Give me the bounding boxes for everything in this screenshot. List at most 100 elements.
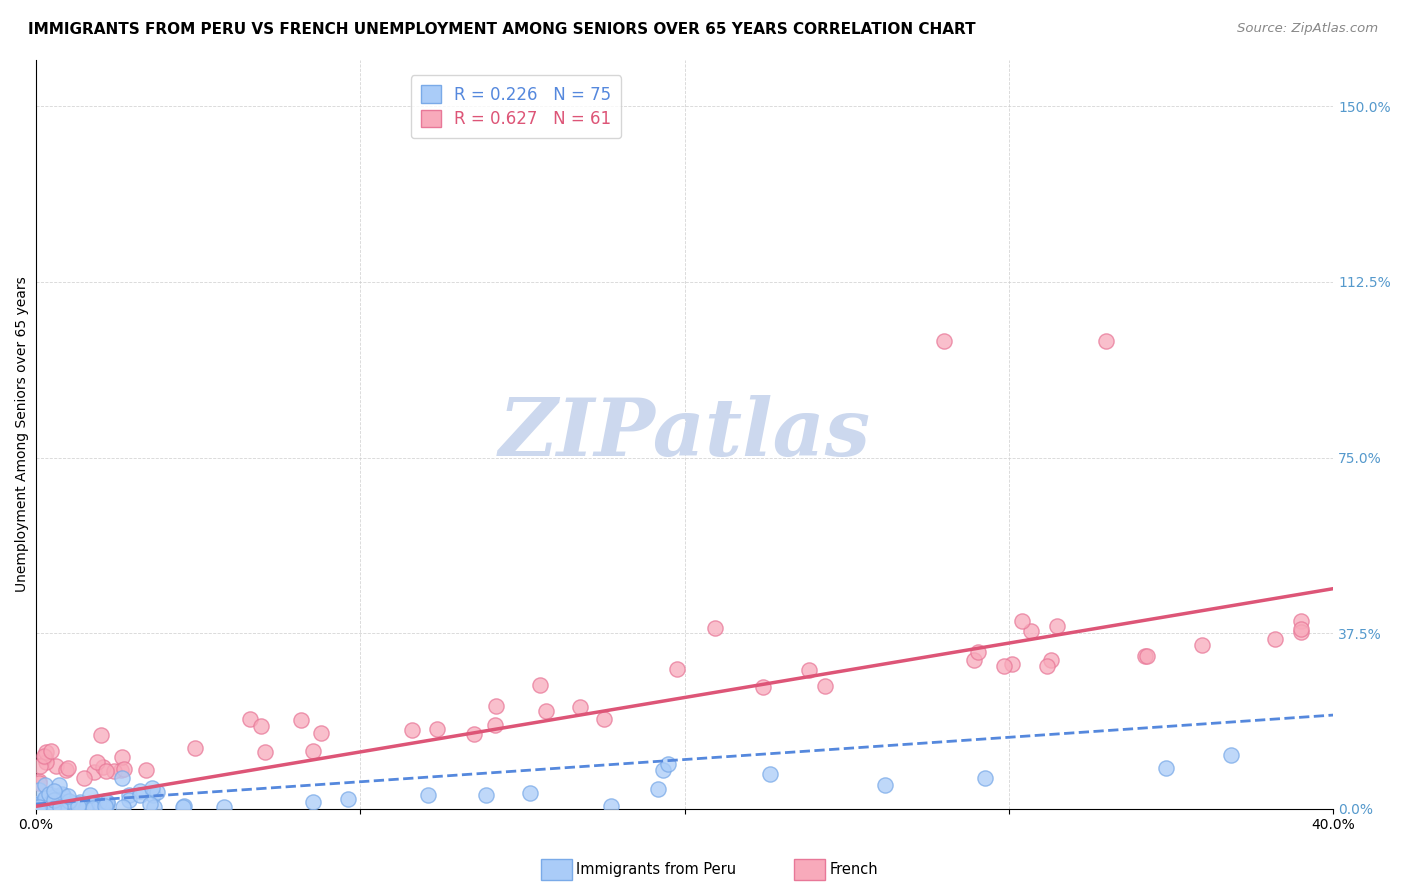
Point [73, 771, 96, 785]
Point [31, 801, 53, 815]
Point [519, 786, 541, 800]
Point [86, 755, 108, 769]
Point [35, 745, 58, 759]
Point [56, 761, 79, 775]
Point [1289, 624, 1312, 639]
Point [34, 750, 56, 764]
Point [963, 653, 986, 667]
Point [28, 796, 51, 810]
Point [1039, 653, 1062, 667]
Point [34, 790, 56, 805]
Point [568, 700, 591, 714]
Point [1133, 649, 1156, 664]
Point [337, 792, 360, 806]
Point [484, 718, 506, 732]
Point [146, 785, 169, 799]
Point [89, 797, 111, 811]
Point [28, 797, 51, 811]
Point [56, 789, 79, 803]
Text: French: French [830, 863, 879, 877]
Point [112, 763, 135, 777]
Point [39, 795, 62, 809]
Point [44, 789, 66, 803]
Point [39, 744, 62, 758]
Point [35, 756, 58, 770]
Point [254, 745, 277, 759]
Text: IMMIGRANTS FROM PERU VS FRENCH UNEMPLOYMENT AMONG SENIORS OVER 65 YEARS CORRELAT: IMMIGRANTS FROM PERU VS FRENCH UNEMPLOYM… [28, 22, 976, 37]
Point [752, 680, 775, 694]
Point [934, 334, 956, 348]
Point [1095, 334, 1118, 348]
Point [212, 800, 235, 814]
Point [66, 799, 89, 814]
Point [111, 749, 134, 764]
Point [290, 713, 312, 727]
Point [94, 795, 117, 809]
Point [35, 791, 58, 805]
Point [42, 792, 65, 806]
Point [69, 796, 91, 810]
Point [142, 799, 165, 814]
Point [173, 798, 195, 813]
Point [1001, 657, 1024, 672]
Point [1191, 639, 1213, 653]
Point [55, 763, 77, 777]
Point [42, 797, 65, 811]
Y-axis label: Unemployment Among Seniors over 65 years: Unemployment Among Seniors over 65 years [15, 277, 30, 592]
Point [799, 663, 821, 677]
Point [536, 704, 558, 718]
Point [111, 800, 134, 814]
Point [56, 800, 79, 814]
Point [60, 796, 83, 810]
Point [51, 787, 73, 801]
Point [48, 778, 70, 792]
Point [401, 723, 423, 738]
Legend: R = 0.226   N = 75, R = 0.627   N = 61: R = 0.226 N = 75, R = 0.627 N = 61 [411, 76, 621, 138]
Point [703, 621, 725, 635]
Point [600, 798, 623, 813]
Point [83, 764, 105, 779]
Point [28, 774, 51, 789]
Point [647, 782, 669, 797]
Point [1154, 761, 1177, 775]
Point [135, 763, 157, 777]
Point [42, 800, 65, 814]
Point [28, 783, 51, 797]
Point [96, 801, 118, 815]
Point [967, 645, 990, 659]
Point [993, 659, 1015, 673]
Point [51, 801, 73, 815]
Point [118, 788, 141, 802]
Point [94, 764, 117, 778]
Point [111, 771, 134, 785]
Point [1219, 747, 1241, 762]
Point [1289, 615, 1312, 629]
Point [485, 698, 508, 713]
Point [665, 662, 688, 676]
Point [94, 799, 117, 814]
Point [1136, 648, 1159, 663]
Point [309, 726, 332, 740]
Text: Source: ZipAtlas.com: Source: ZipAtlas.com [1237, 22, 1378, 36]
Point [42, 784, 65, 798]
Point [52, 797, 75, 812]
Point [55, 800, 77, 814]
Point [301, 795, 323, 809]
Point [32, 748, 55, 763]
Point [239, 712, 262, 726]
Point [129, 789, 152, 803]
Point [48, 798, 70, 813]
Point [82, 801, 104, 815]
Text: ZIPatlas: ZIPatlas [499, 395, 870, 473]
Point [172, 800, 194, 814]
Point [118, 792, 141, 806]
Point [90, 728, 112, 742]
Point [184, 741, 207, 756]
Point [1046, 619, 1069, 633]
Point [1036, 659, 1059, 673]
Point [28, 800, 51, 814]
Point [974, 771, 997, 785]
Point [110, 763, 132, 777]
Point [1011, 615, 1033, 629]
Point [96, 797, 118, 811]
